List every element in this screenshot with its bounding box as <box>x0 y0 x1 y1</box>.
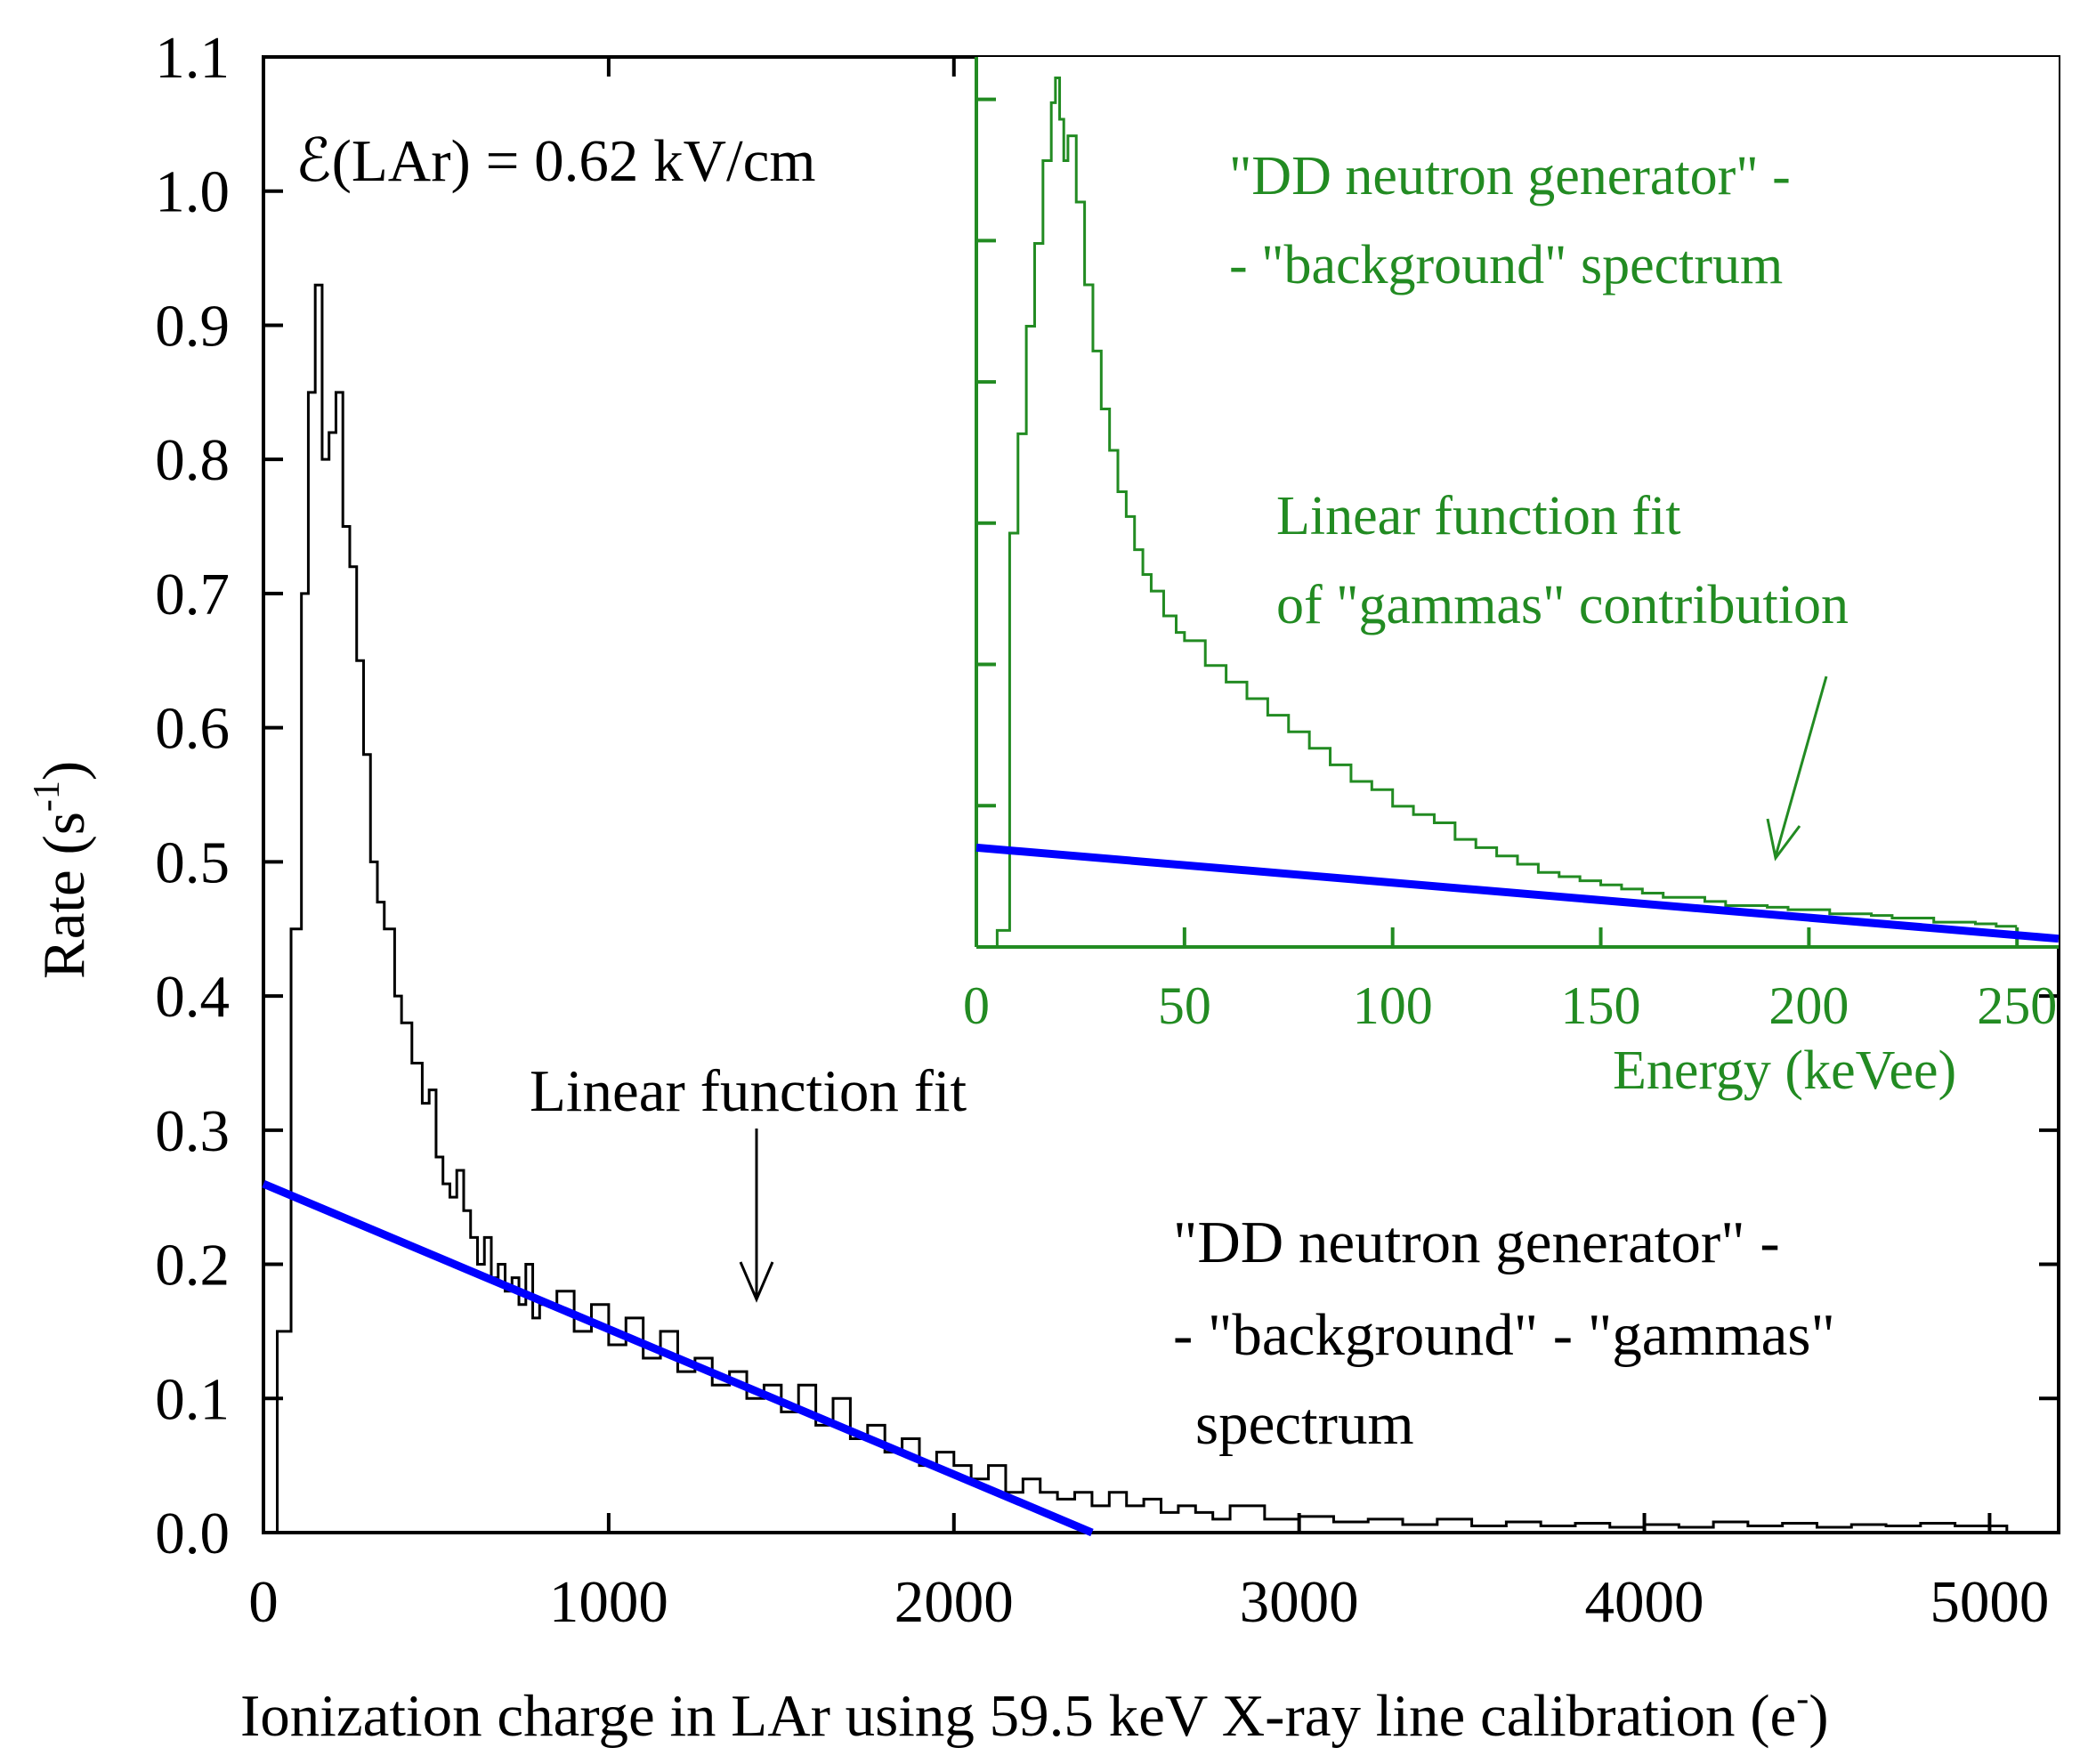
inset-fit-arrow-head <box>1766 818 1801 862</box>
main-spectrum-series <box>263 283 2009 1534</box>
main-y-tick-label: 0.4 <box>155 964 230 1030</box>
main-fit-annotation: Linear function fit <box>530 1058 967 1124</box>
main-x-tick-label: 2000 <box>894 1569 1014 1635</box>
main-y-axis-title-superscript: -1 <box>27 781 68 812</box>
main-tick-labels: 0 1000 2000 3000 4000 50000.00.10.20.30.40.50… <box>155 25 2049 1635</box>
main-spectrum-annotation-line-2: - "background" - "gammas" <box>1173 1302 1835 1368</box>
main-series-layer <box>262 283 2009 1537</box>
main-y-tick-label: 0.7 <box>155 562 230 627</box>
main-fit-arrow-head <box>739 1261 774 1303</box>
field-strength-annotation: ℰ(LAr) = 0.62 kV/cm <box>295 128 815 194</box>
inset-x-tick-label: 250 <box>1977 976 2057 1035</box>
inset-series-layer <box>975 77 2060 949</box>
inset-spectrum-annotation-line-1: "DD neutron generator" - <box>1229 146 1791 206</box>
inset-axis-ticks <box>975 97 2019 947</box>
main-x-tick-label: 1000 <box>549 1569 668 1635</box>
main-x-tick-label: 4000 <box>1585 1569 1704 1635</box>
main-y-axis-title: Rate (s-1) <box>27 761 97 979</box>
main-fit-line <box>262 1179 1094 1537</box>
main-y-tick-label: 0.3 <box>155 1098 230 1164</box>
inset-fit-annotation-line-2: of "gammas" contribution <box>1276 575 1849 635</box>
main-y-tick-label: 1.1 <box>155 25 230 91</box>
inset-fit-annotation-line-1: Linear function fit <box>1276 486 1681 546</box>
inset-fit-arrow-shaft <box>1774 676 1828 857</box>
inset-tick-labels: 0 50 100 150 200 250 <box>963 976 2057 1035</box>
main-y-axis-title-text: Rate (s <box>31 812 97 979</box>
inset-x-tick-label: 150 <box>1561 976 1641 1035</box>
main-y-tick-label: 0.9 <box>155 293 230 359</box>
inset-spectrum-series <box>976 77 2018 949</box>
main-x-axis-title-text: Ionization charge in LAr using 59.5 keV … <box>240 1683 1796 1749</box>
inset-background <box>976 57 2059 947</box>
main-y-tick-label: 1.0 <box>155 159 230 225</box>
main-y-tick-label: 0.1 <box>155 1366 230 1432</box>
main-y-axis-title-close: ) <box>31 761 97 781</box>
main-y-tick-label: 0.0 <box>155 1501 230 1566</box>
main-x-tick-label: 5000 <box>1930 1569 2049 1635</box>
inset-fit-arrow <box>1766 676 1828 862</box>
main-fit-arrow <box>739 1129 774 1303</box>
inset-x-axis-title: Energy (keVee) <box>1613 1040 1956 1101</box>
main-x-axis-title-superscript: - <box>1796 1679 1809 1719</box>
inset-x-tick-label: 0 <box>963 976 990 1035</box>
inset-fit-line <box>975 843 2060 943</box>
main-y-tick-label: 0.8 <box>155 427 230 493</box>
inset-spectrum-annotation-line-2: - "background" spectrum <box>1229 235 1783 295</box>
main-spectrum-annotation-line-3: spectrum <box>1195 1391 1414 1457</box>
inset-x-tick-label: 50 <box>1158 976 1211 1035</box>
main-y-tick-label: 0.2 <box>155 1233 230 1299</box>
main-y-tick-label: 0.5 <box>155 829 230 895</box>
main-x-tick-label: 3000 <box>1240 1569 1359 1635</box>
main-x-axis-title-close: ) <box>1809 1683 1828 1749</box>
main-spectrum-annotation-line-1: "DD neutron generator" - <box>1173 1210 1780 1275</box>
inset-x-tick-label: 100 <box>1353 976 1433 1035</box>
main-x-tick-label: 0 <box>248 1569 279 1635</box>
inset-x-tick-label: 200 <box>1768 976 1849 1035</box>
main-y-tick-label: 0.6 <box>155 696 230 762</box>
main-x-axis-title: Ionization charge in LAr using 59.5 keV … <box>240 1679 1829 1749</box>
